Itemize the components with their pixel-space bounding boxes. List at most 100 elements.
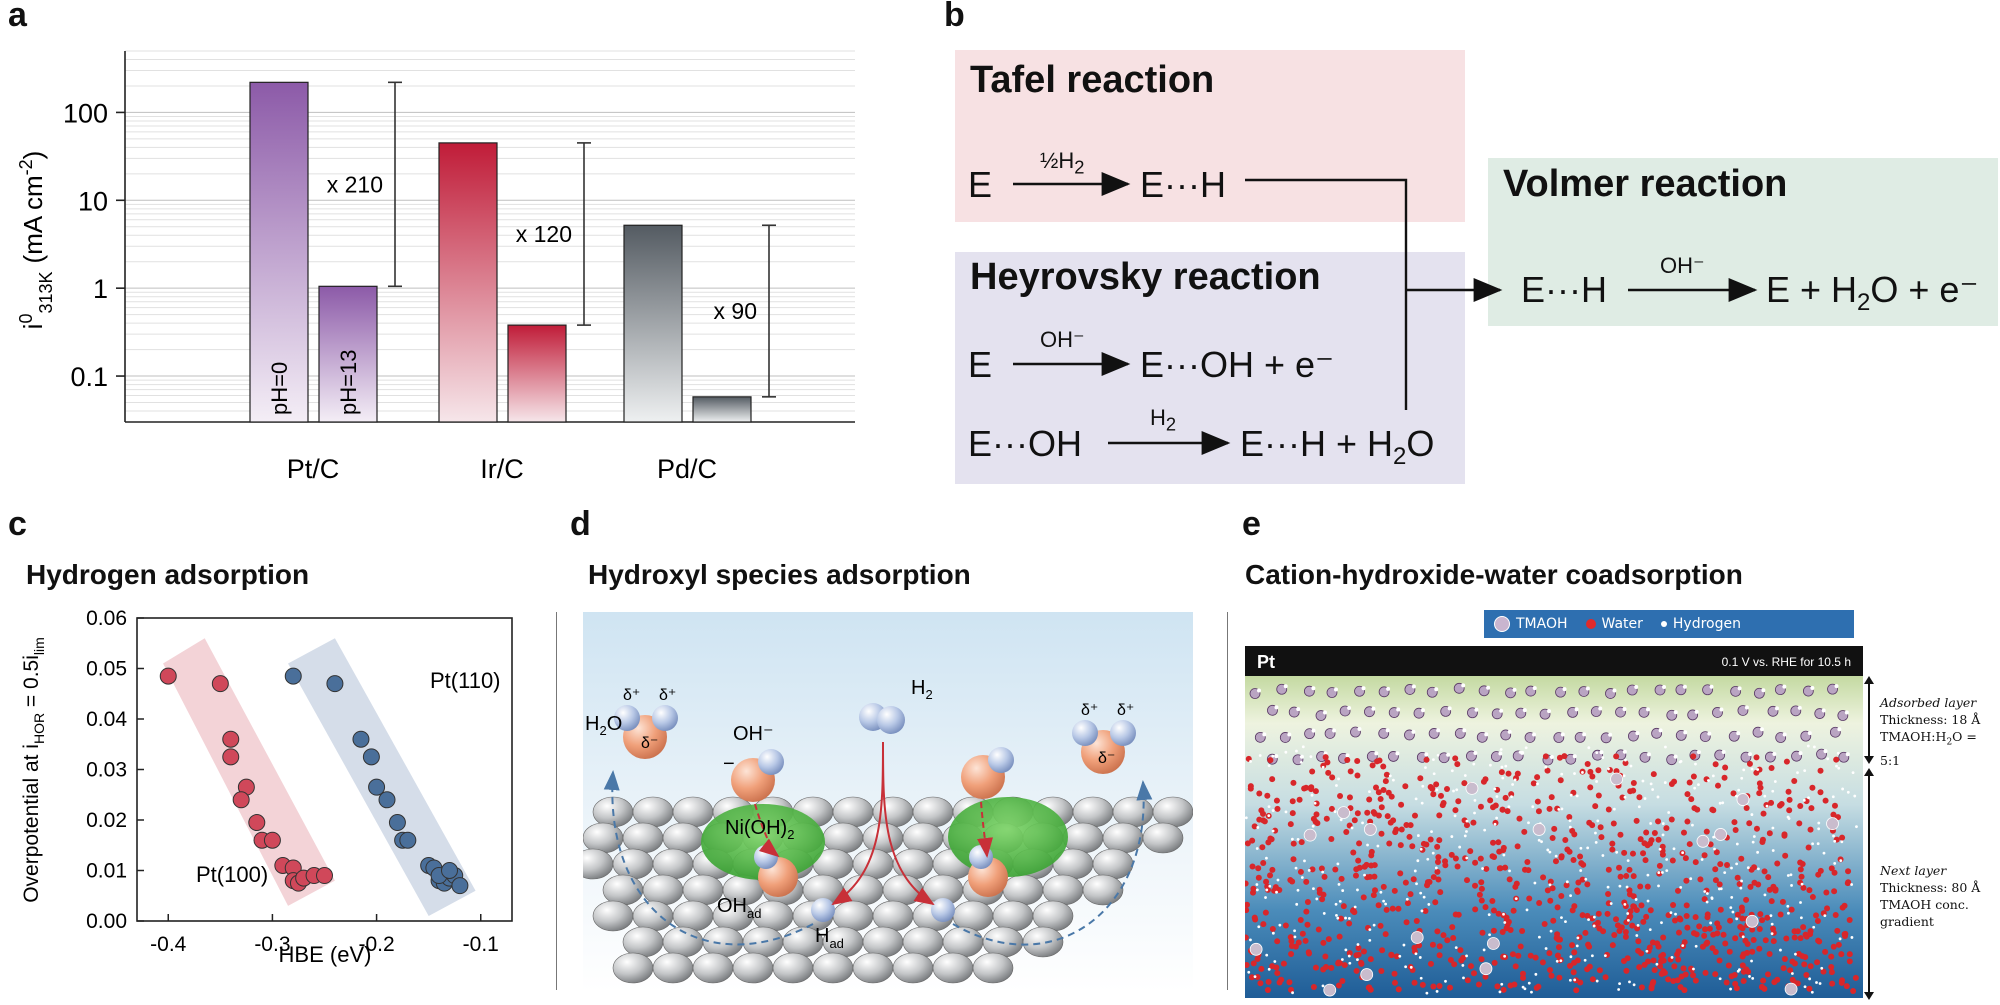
hydrogen-particle — [1573, 772, 1576, 775]
water-particle — [1839, 904, 1846, 911]
h2-molecule — [859, 703, 905, 734]
hydrogen-particle — [1508, 869, 1511, 873]
hydrogen-particle — [1649, 782, 1653, 786]
x-tick-label: -0.2 — [358, 933, 394, 956]
hydrogen-particle — [1587, 746, 1591, 750]
hydrogen-particle — [1812, 745, 1816, 749]
hydrogen-particle — [1817, 827, 1821, 831]
water-particle — [1640, 918, 1647, 925]
hydrogen-particle — [1376, 844, 1380, 848]
water-particle — [1676, 929, 1683, 936]
hydrogen-particle — [1422, 895, 1426, 899]
hydrogen-particle — [1321, 765, 1325, 769]
water-particle — [1382, 931, 1389, 938]
water-particle — [1544, 887, 1551, 894]
water-particle — [1267, 757, 1274, 764]
hydrogen-particle — [1707, 779, 1710, 782]
water-particle — [1540, 874, 1547, 881]
water-particle — [1834, 927, 1841, 934]
hydrogen-particle — [1806, 744, 1810, 748]
water-particle — [1427, 783, 1434, 790]
hydrogen-particle — [1420, 708, 1425, 713]
hydrogen-particle — [1761, 688, 1766, 693]
water-particle — [1764, 914, 1771, 921]
hydrogen-particle — [1247, 970, 1251, 974]
water-particle — [1430, 983, 1437, 990]
water-particle — [1714, 920, 1721, 927]
hydrogen-particle — [1681, 851, 1685, 855]
hydrogen-particle — [1413, 869, 1417, 873]
water-particle — [1282, 922, 1289, 929]
water-particle — [1624, 955, 1631, 962]
water-particle — [1598, 834, 1605, 841]
water-particle — [1449, 924, 1456, 931]
water-particle — [1524, 859, 1531, 866]
label-had: Had — [815, 925, 844, 951]
hydrogen-particle — [1313, 801, 1317, 805]
hydrogen-particle — [1368, 939, 1372, 942]
hydrogen-particle — [1705, 900, 1709, 904]
water-particle — [1788, 906, 1795, 913]
hydrogen-particle — [1826, 757, 1830, 761]
water-particle — [1395, 905, 1402, 912]
water-particle — [1332, 866, 1339, 873]
water-particle — [1680, 829, 1687, 836]
water-desorb-arrow-right — [952, 780, 1153, 946]
hydrogen-particle — [1287, 732, 1292, 737]
hydrogen-particle — [1846, 790, 1850, 794]
hydrogen-particle — [1484, 732, 1489, 737]
water-particle — [1678, 973, 1685, 980]
hydrogen-particle — [1557, 807, 1561, 811]
x-tick-label: -0.3 — [254, 933, 290, 956]
hydrogen-particle — [1838, 937, 1842, 941]
hydrogen-particle — [1546, 848, 1550, 852]
water-particle — [1629, 922, 1636, 929]
water-particle — [1385, 789, 1392, 796]
surface-atom — [1062, 822, 1104, 854]
water-particle — [1739, 962, 1746, 969]
water-particle — [1641, 961, 1648, 968]
hydrogen-particle — [1340, 958, 1344, 961]
water-particle — [1797, 803, 1804, 810]
data-point — [388, 814, 406, 832]
water-particle — [1548, 972, 1555, 979]
water-particle — [1264, 792, 1271, 799]
hydrogen-particle — [1786, 874, 1790, 877]
hydrogen-particle — [1816, 842, 1820, 846]
hydrogen-particle — [1537, 935, 1541, 939]
water-particle — [1320, 966, 1327, 973]
water-particle — [1464, 977, 1471, 984]
hydrogen-particle — [1256, 826, 1260, 829]
water-particle — [1555, 936, 1562, 943]
water-particle — [1260, 810, 1267, 817]
hydrogen-particle — [1822, 851, 1826, 855]
water-particle — [1513, 880, 1520, 887]
water-particle — [1464, 877, 1471, 884]
hydrogen-particle — [1582, 732, 1587, 737]
water-particle — [1546, 805, 1553, 812]
water-particle — [1406, 833, 1413, 840]
bar-pdc-ph0 — [623, 224, 683, 423]
water-particle — [1809, 894, 1816, 901]
hydrogen-particle — [1663, 781, 1667, 784]
hydrogen-particle — [1723, 871, 1727, 875]
data-point — [399, 831, 417, 849]
water-particle — [1250, 960, 1257, 967]
water-particle — [1768, 898, 1775, 905]
water-particle — [1663, 825, 1670, 832]
water-particle — [1264, 987, 1271, 994]
water-particle — [1437, 889, 1444, 896]
hydrogen-particle — [1622, 707, 1627, 712]
water-particle — [1558, 893, 1565, 900]
data-point — [316, 867, 333, 885]
hydrogen-particle — [1713, 847, 1716, 851]
hydrogen-particle — [1296, 707, 1301, 712]
data-point — [159, 667, 177, 685]
water-particle — [1411, 812, 1418, 819]
water-particle — [1789, 976, 1796, 983]
hydrogen-particle — [1594, 831, 1597, 835]
water-particle — [1360, 894, 1367, 901]
water-particle — [1356, 840, 1363, 847]
hydrogen-particle — [1500, 982, 1504, 986]
hydrogen-particle — [1679, 885, 1683, 889]
